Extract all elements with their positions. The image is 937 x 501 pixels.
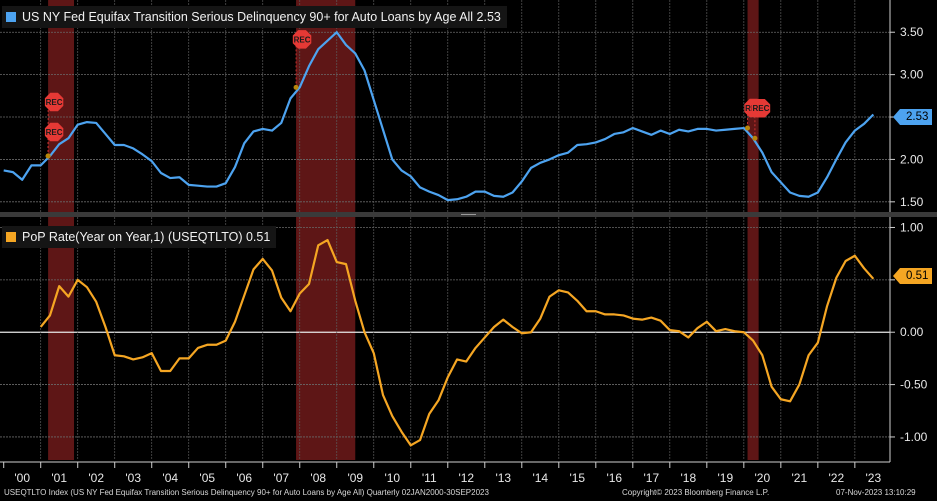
footer: USEQTLTO Index (US NY Fed Equifax Transi… bbox=[0, 484, 937, 501]
rec-marker-1 bbox=[44, 92, 64, 112]
x-tick-label-2004: '04 bbox=[162, 471, 178, 485]
x-tick-label-2009: '09 bbox=[347, 471, 363, 485]
x-tick-label-2012: '12 bbox=[458, 471, 474, 485]
x-tick-label-2006: '06 bbox=[236, 471, 252, 485]
y-tick-label-0-1: 3.00 bbox=[900, 68, 924, 82]
bottom-last-value-tag: 0.51 bbox=[892, 268, 933, 284]
x-tick-label-2014: '14 bbox=[532, 471, 548, 485]
bottom-last-value: 0.51 bbox=[906, 270, 929, 282]
recession-band-2-panel-1 bbox=[747, 217, 759, 460]
grid-lines bbox=[0, 0, 890, 460]
rec-marker-4 bbox=[751, 99, 771, 118]
top-legend-label: US NY Fed Equifax Transition Serious Del… bbox=[22, 10, 501, 24]
x-tick-label-2015: '15 bbox=[569, 471, 585, 485]
top-last-value-tag: 2.53 bbox=[892, 109, 933, 125]
top-legend: US NY Fed Equifax Transition Serious Del… bbox=[2, 6, 507, 28]
x-tick-label-2013: '13 bbox=[495, 471, 511, 485]
x-tick-label-2007: '07 bbox=[273, 471, 289, 485]
x-tick-label-2020: '20 bbox=[755, 471, 771, 485]
rec-marker-label-4: REC bbox=[752, 104, 769, 113]
recession-band-1-panel-1 bbox=[296, 217, 356, 460]
bottom-legend: PoP Rate(Year on Year,1) (USEQTLTO) 0.51 bbox=[2, 226, 277, 248]
y-tick-label-0-0: 3.50 bbox=[900, 25, 924, 39]
x-tick-label-2011: '11 bbox=[422, 471, 437, 485]
x-tick-label-2001: '01 bbox=[51, 471, 67, 485]
pop-rate-series-line bbox=[39, 238, 875, 447]
x-tick-label-2023: '23 bbox=[866, 471, 882, 485]
x-tick-label-2000: '00 bbox=[14, 471, 30, 485]
x-tick-label-2008: '08 bbox=[310, 471, 326, 485]
y-tick-label-1-2: 0.00 bbox=[900, 325, 924, 339]
series-lines bbox=[3, 31, 875, 447]
rec-markers: RECRECRECRECREC bbox=[44, 30, 771, 159]
y-tick-label-1-3: -0.50 bbox=[900, 378, 928, 392]
y-tick-label-1-0: 1.00 bbox=[900, 220, 924, 234]
x-tick-label-2005: '05 bbox=[199, 471, 215, 485]
rec-marker-label-0: REC bbox=[46, 128, 63, 137]
rec-point-4 bbox=[752, 135, 758, 141]
rec-point-2 bbox=[293, 84, 299, 90]
x-tick-label-2017: '17 bbox=[643, 471, 659, 485]
x-tick-label-2016: '16 bbox=[606, 471, 622, 485]
rec-point-1 bbox=[45, 153, 51, 159]
x-tick-label-2019: '19 bbox=[718, 471, 734, 485]
x-tick-label-2003: '03 bbox=[125, 471, 141, 485]
footer-timestamp: 07-Nov-2023 13:10:29 bbox=[836, 488, 916, 497]
x-tick-label-2010: '10 bbox=[384, 471, 400, 485]
y-tick-label-0-3: 2.00 bbox=[900, 152, 924, 166]
x-tick-label-2002: '02 bbox=[88, 471, 104, 485]
y-tick-label-1-4: -1.00 bbox=[900, 430, 928, 444]
delinquency-series-line bbox=[3, 31, 875, 202]
top-last-value: 2.53 bbox=[906, 111, 929, 123]
recession-band-0-panel-1 bbox=[48, 217, 75, 460]
footer-index-text: USEQTLTO Index (US NY Fed Equifax Transi… bbox=[4, 488, 489, 497]
rec-marker-2 bbox=[292, 30, 312, 49]
bottom-legend-swatch bbox=[6, 232, 16, 242]
top-legend-swatch bbox=[6, 12, 16, 22]
rec-point-3 bbox=[745, 125, 751, 131]
rec-marker-0 bbox=[44, 122, 64, 142]
footer-copyright: Copyright© 2023 Bloomberg Finance L.P. bbox=[622, 488, 770, 497]
y-tick-label-0-4: 1.50 bbox=[900, 195, 924, 209]
rec-marker-label-1: REC bbox=[46, 98, 63, 107]
rec-marker-label-2: REC bbox=[294, 35, 311, 44]
bottom-legend-label: PoP Rate(Year on Year,1) (USEQTLTO) 0.51 bbox=[22, 230, 271, 244]
x-tick-label-2018: '18 bbox=[680, 471, 696, 485]
x-tick-label-2021: '21 bbox=[792, 471, 808, 485]
x-tick-label-2022: '22 bbox=[829, 471, 845, 485]
